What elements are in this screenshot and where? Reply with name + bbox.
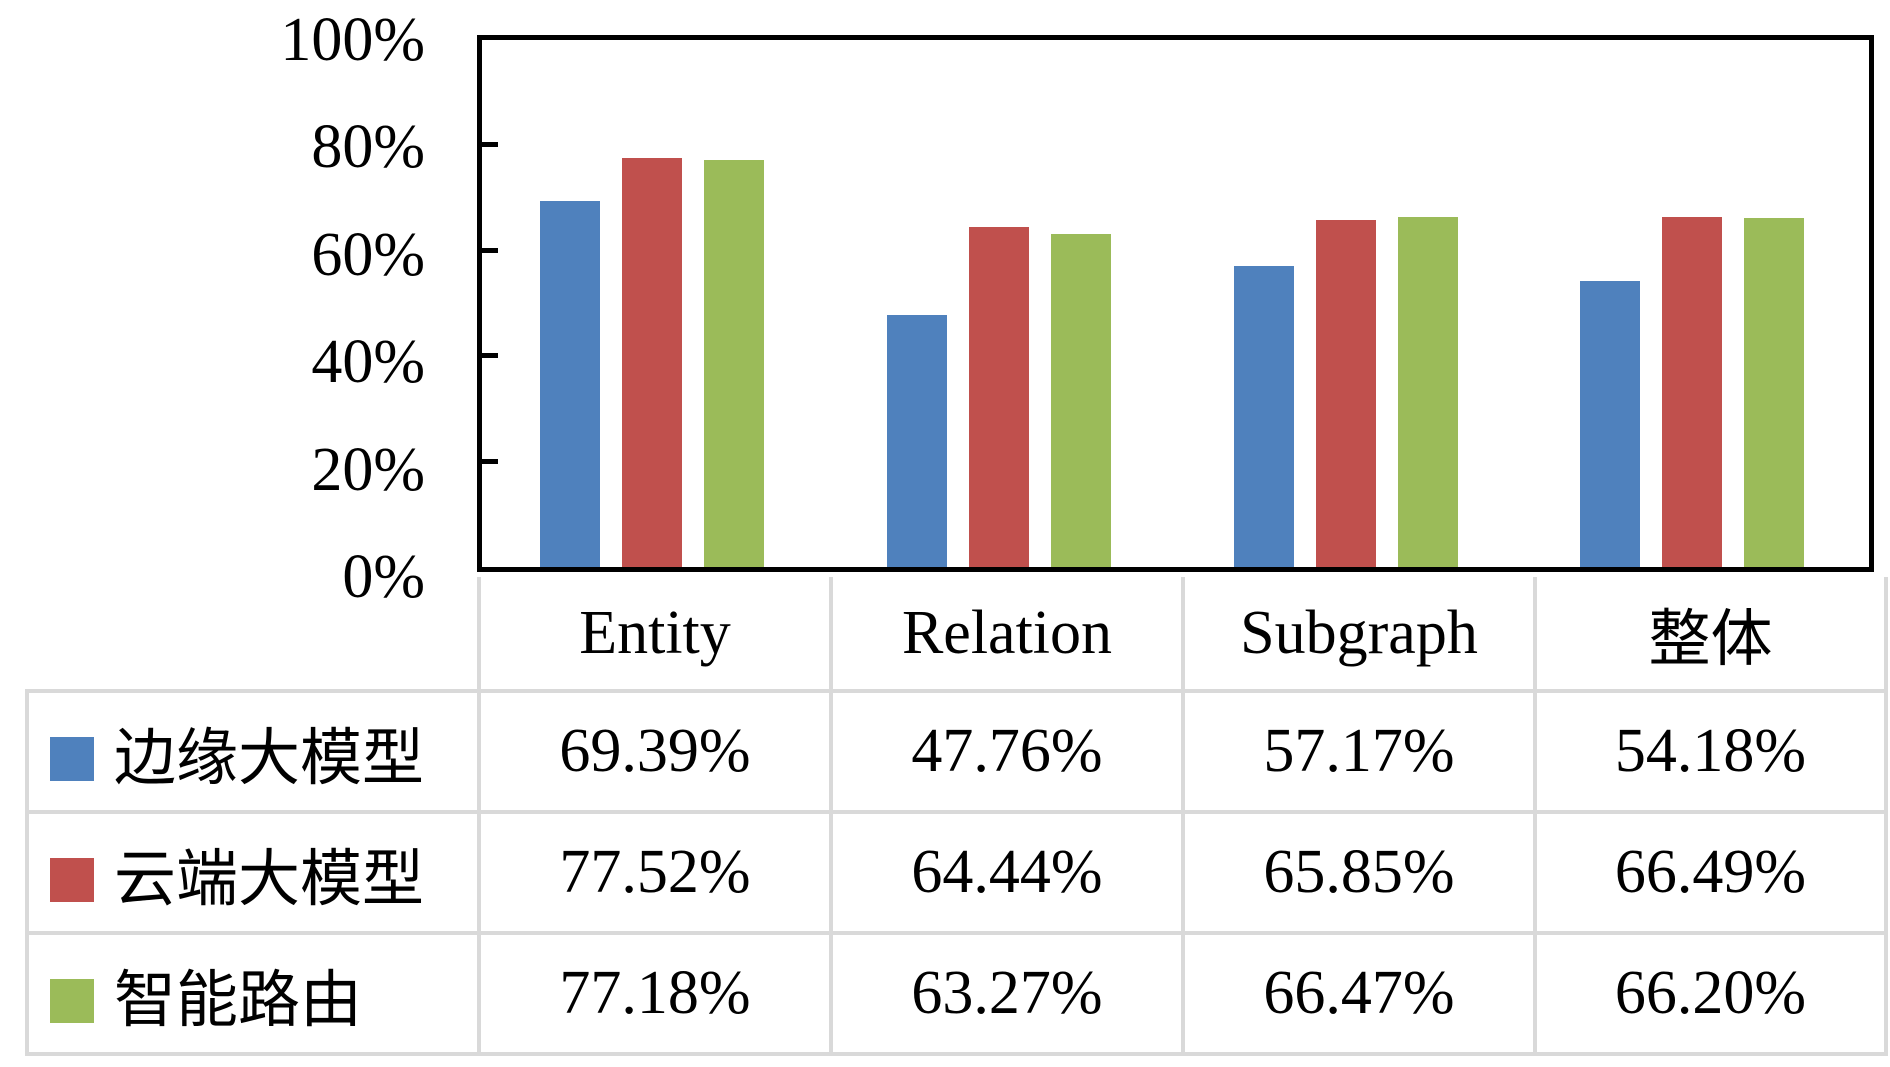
- bar-group-3: [1522, 40, 1869, 567]
- value-cell: 57.17%: [1181, 689, 1537, 814]
- y-axis-tick-label: 0%: [342, 543, 425, 611]
- y-axis-tick-mark: [482, 458, 498, 464]
- bar-series0-cat1: [886, 315, 947, 567]
- value-cell: 66.20%: [1533, 931, 1888, 1056]
- value-cell: 65.85%: [1181, 810, 1537, 935]
- column-header-overall: 整体: [1533, 577, 1888, 693]
- y-axis-tick-label: 20%: [311, 435, 425, 504]
- y-axis-tick-label: 100%: [280, 6, 425, 74]
- y-axis-tick-mark: [482, 247, 498, 253]
- table-row: 智能路由 77.18% 63.27% 66.47% 66.20%: [25, 931, 1888, 1056]
- y-axis-tick-label: 60%: [311, 220, 425, 289]
- y-axis-tick-label: 80%: [311, 113, 425, 182]
- value-cell: 69.39%: [477, 689, 833, 814]
- bar-series0-cat3: [1580, 281, 1641, 567]
- column-header-subgraph: Subgraph: [1181, 577, 1537, 693]
- legend-item-smart-routing: 智能路由: [25, 931, 481, 1056]
- legend-item-edge-model: 边缘大模型: [25, 689, 481, 814]
- bar-series0-cat0: [540, 201, 600, 567]
- bar-group-0: [482, 40, 829, 567]
- table-corner-cell: [27, 577, 479, 691]
- value-cell: 54.18%: [1533, 689, 1888, 814]
- value-cell: 77.18%: [477, 931, 833, 1056]
- y-axis-labels: 0% 20% 40% 60% 80% 100%: [0, 9, 450, 608]
- bar-series0-cat2: [1233, 265, 1294, 567]
- value-cell: 66.47%: [1181, 931, 1537, 1056]
- bar-series2-cat2: [1397, 216, 1458, 567]
- table-row: 边缘大模型 69.39% 47.76% 57.17% 54.18%: [25, 689, 1888, 814]
- bar-series2-cat1: [1050, 233, 1111, 567]
- y-axis-tick-label: 40%: [311, 328, 425, 397]
- value-cell: 77.52%: [477, 810, 833, 935]
- value-cell: 63.27%: [829, 931, 1185, 1056]
- bar-group-1: [829, 40, 1176, 567]
- legend-swatch-green: [50, 978, 94, 1023]
- bar-group-2: [1176, 40, 1523, 567]
- y-axis-tick-mark: [482, 142, 498, 148]
- bar-series2-cat0: [704, 160, 764, 567]
- legend-swatch-blue: [50, 736, 94, 781]
- legend-label: 云端大模型: [114, 845, 425, 914]
- y-axis-tick-mark: [482, 353, 498, 359]
- bar-series1-cat1: [968, 227, 1029, 567]
- table-header-row: Entity Relation Subgraph 整体: [27, 577, 1888, 693]
- plot-area: [477, 35, 1874, 572]
- value-cell: 66.49%: [1533, 810, 1888, 935]
- legend-item-cloud-model: 云端大模型: [25, 810, 481, 935]
- data-table: Entity Relation Subgraph 整体 边缘大模型 69.39%…: [25, 577, 1888, 1056]
- legend-swatch-red: [50, 857, 94, 902]
- bar-series2-cat3: [1744, 218, 1805, 567]
- column-header-entity: Entity: [477, 577, 833, 693]
- table-row: 云端大模型 77.52% 64.44% 65.85% 66.49%: [25, 810, 1888, 935]
- bar-series1-cat3: [1662, 216, 1723, 567]
- bar-series1-cat0: [622, 158, 682, 567]
- value-cell: 47.76%: [829, 689, 1185, 814]
- legend-label: 智能路由: [114, 966, 363, 1035]
- bar-series1-cat2: [1315, 219, 1376, 567]
- column-header-relation: Relation: [829, 577, 1185, 693]
- legend-label: 边缘大模型: [114, 724, 425, 793]
- value-cell: 64.44%: [829, 810, 1185, 935]
